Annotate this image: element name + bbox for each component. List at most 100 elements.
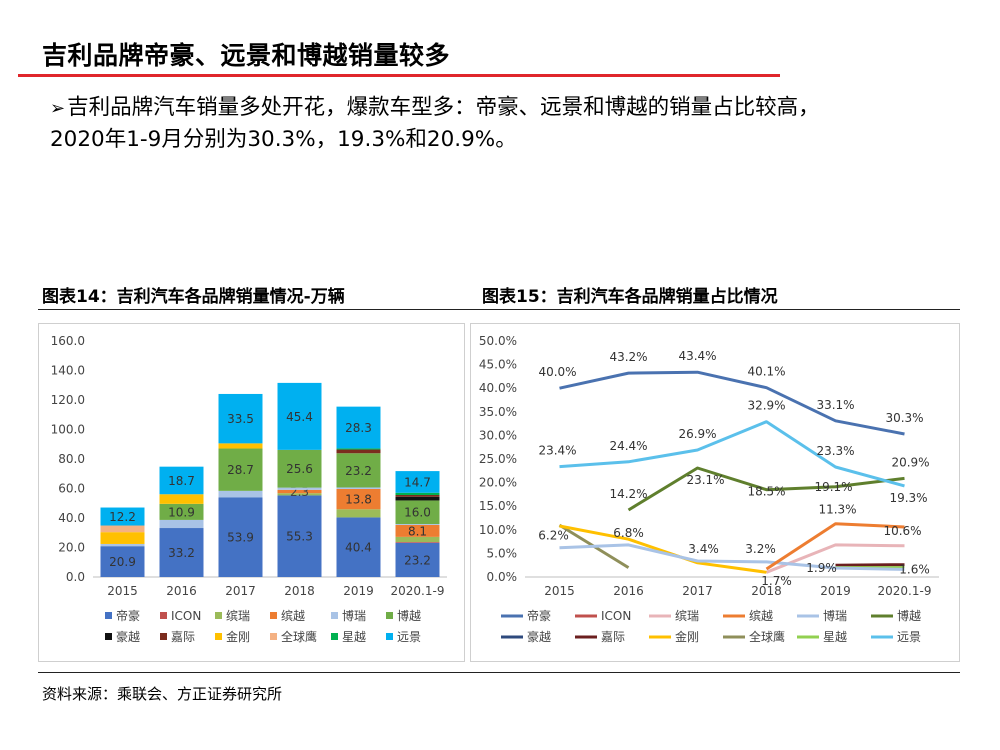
- bar-segment: [100, 546, 145, 577]
- bar-segment: [336, 448, 381, 450]
- legend-label: ICON: [601, 609, 631, 623]
- source-divider: [38, 672, 960, 673]
- legend-label: 远景: [397, 630, 421, 644]
- data-label: 3.4%: [688, 542, 719, 556]
- bar-segment: [395, 542, 440, 543]
- bar-segment: [277, 449, 322, 488]
- bar-segment: [336, 517, 381, 577]
- series-line: [835, 563, 905, 567]
- bar-segment: [395, 524, 440, 537]
- data-label: 26.9%: [678, 427, 716, 441]
- data-label: 33.2: [168, 546, 195, 560]
- data-label: 8.1: [408, 524, 427, 538]
- bar-segment: [336, 453, 381, 488]
- legend-label: 豪越: [116, 629, 140, 644]
- series-line: [559, 543, 905, 571]
- legend-label: 嘉际: [601, 630, 625, 644]
- y-tick-label: 10.0%: [479, 523, 517, 537]
- legend-swatch: [160, 612, 167, 619]
- x-tick-label: 2017: [682, 584, 713, 598]
- data-label: 40.0%: [538, 365, 576, 379]
- legend-label: 缤瑞: [226, 608, 250, 623]
- x-tick-label: 2019: [820, 584, 851, 598]
- x-tick-label: 2016: [613, 584, 644, 598]
- y-tick-label: 0.0%: [487, 570, 518, 584]
- legend-label: 嘉际: [171, 630, 195, 644]
- bar-segment: [336, 449, 381, 454]
- y-tick-label: 35.0%: [479, 405, 517, 419]
- bar-chart: 0.0 20.0 40.0 60.0 80.0 100.0 120.0 140.0 160.0 2…: [51, 334, 447, 644]
- legend-swatch: [331, 612, 338, 619]
- bar-segment: [336, 509, 381, 518]
- data-label: 43.2%: [609, 350, 647, 364]
- line-chart: 0.0% 5.0% 10.0% 15.0% 20.0% 25.0% 30.0% 35.0% 40…: [479, 334, 939, 644]
- legend-label: 博瑞: [342, 608, 366, 623]
- legend-swatch: [105, 612, 112, 619]
- y-tick-label: 45.0%: [479, 358, 517, 372]
- bar-segment: [336, 487, 381, 489]
- bar-segment: [100, 525, 145, 533]
- data-label: 30.3%: [885, 411, 923, 425]
- y-tick-label: 5.0%: [487, 546, 518, 560]
- legend-label: 帝豪: [116, 608, 140, 623]
- bar-segment: [277, 495, 322, 577]
- y-tick-label: 60.0: [58, 482, 85, 496]
- data-label: 43.4%: [678, 349, 716, 363]
- page-title: 吉利品牌帝豪、远景和博越销量较多: [42, 41, 451, 70]
- bar-segment: [159, 466, 204, 495]
- line-chart-panel: 0.0% 5.0% 10.0% 15.0% 20.0% 25.0% 30.0% 35.0% 40…: [470, 323, 960, 662]
- data-label: 23.3%: [816, 444, 854, 458]
- data-label: 1.7%: [761, 574, 792, 588]
- legend-label: 缤越: [749, 608, 773, 623]
- data-label: 20.9%: [891, 455, 929, 469]
- bar-segment: [218, 448, 263, 491]
- data-label: 1.9%: [806, 561, 837, 575]
- x-tick-label: 2020.1-9: [391, 584, 445, 598]
- series-line: [765, 522, 905, 571]
- bar-segment: [277, 382, 322, 450]
- legend-label: ICON: [171, 609, 201, 623]
- legend-label: 豪越: [527, 629, 551, 644]
- y-tick-label: 50.0%: [479, 334, 517, 348]
- bar-segment: [277, 489, 322, 494]
- y-tick-label: 160.0: [51, 334, 85, 348]
- legend-label: 帝豪: [527, 608, 551, 623]
- data-label: 25.6: [286, 462, 313, 476]
- y-tick-label: 0.0: [66, 570, 85, 584]
- data-label: 10.9: [168, 505, 195, 519]
- data-label: 32.9%: [747, 399, 785, 413]
- data-label: 45.4: [286, 410, 313, 424]
- legend-swatch: [160, 633, 167, 640]
- series-line: [559, 524, 767, 574]
- data-label: 14.2%: [609, 487, 647, 501]
- bar-segment: [218, 490, 263, 498]
- bar-segment: [395, 524, 440, 525]
- data-label: 19.1%: [814, 480, 852, 494]
- data-label: 24.4%: [609, 439, 647, 453]
- series-line: [627, 466, 905, 512]
- bar-segment: [159, 503, 204, 520]
- bar-segment: [159, 494, 204, 504]
- series-line: [559, 370, 905, 436]
- legend-swatch: [215, 612, 222, 619]
- bar-chart-panel: 0.0 20.0 40.0 60.0 80.0 100.0 120.0 140.0 160.0 2…: [38, 323, 465, 662]
- data-label: 13.8: [345, 493, 372, 507]
- x-tick-label: 2015: [544, 584, 575, 598]
- data-label: 53.9: [227, 531, 254, 545]
- y-tick-label: 30.0%: [479, 428, 517, 442]
- bar-segment: [336, 406, 381, 449]
- bar-segment: [100, 507, 145, 526]
- legend-swatch: [386, 612, 393, 619]
- title-divider: [18, 74, 780, 77]
- summary-line-2: 2020年1-9月分别为30.3%，19.3%和20.9%。: [50, 127, 517, 152]
- data-label: 23.1%: [686, 473, 724, 487]
- bar-segment: [395, 492, 440, 495]
- x-tick-label: 2018: [751, 584, 782, 598]
- data-label: 28.3: [345, 421, 372, 435]
- legend-label: 金刚: [675, 629, 699, 644]
- data-label: 40.4: [345, 541, 372, 555]
- bar-segment: [218, 393, 263, 444]
- data-label: 6.8%: [613, 526, 644, 540]
- bar-segment: [218, 497, 263, 577]
- summary-line-1: 吉利品牌汽车销量多处开花，爆款车型多：帝豪、远景和博越的销量占比较高，: [67, 95, 820, 120]
